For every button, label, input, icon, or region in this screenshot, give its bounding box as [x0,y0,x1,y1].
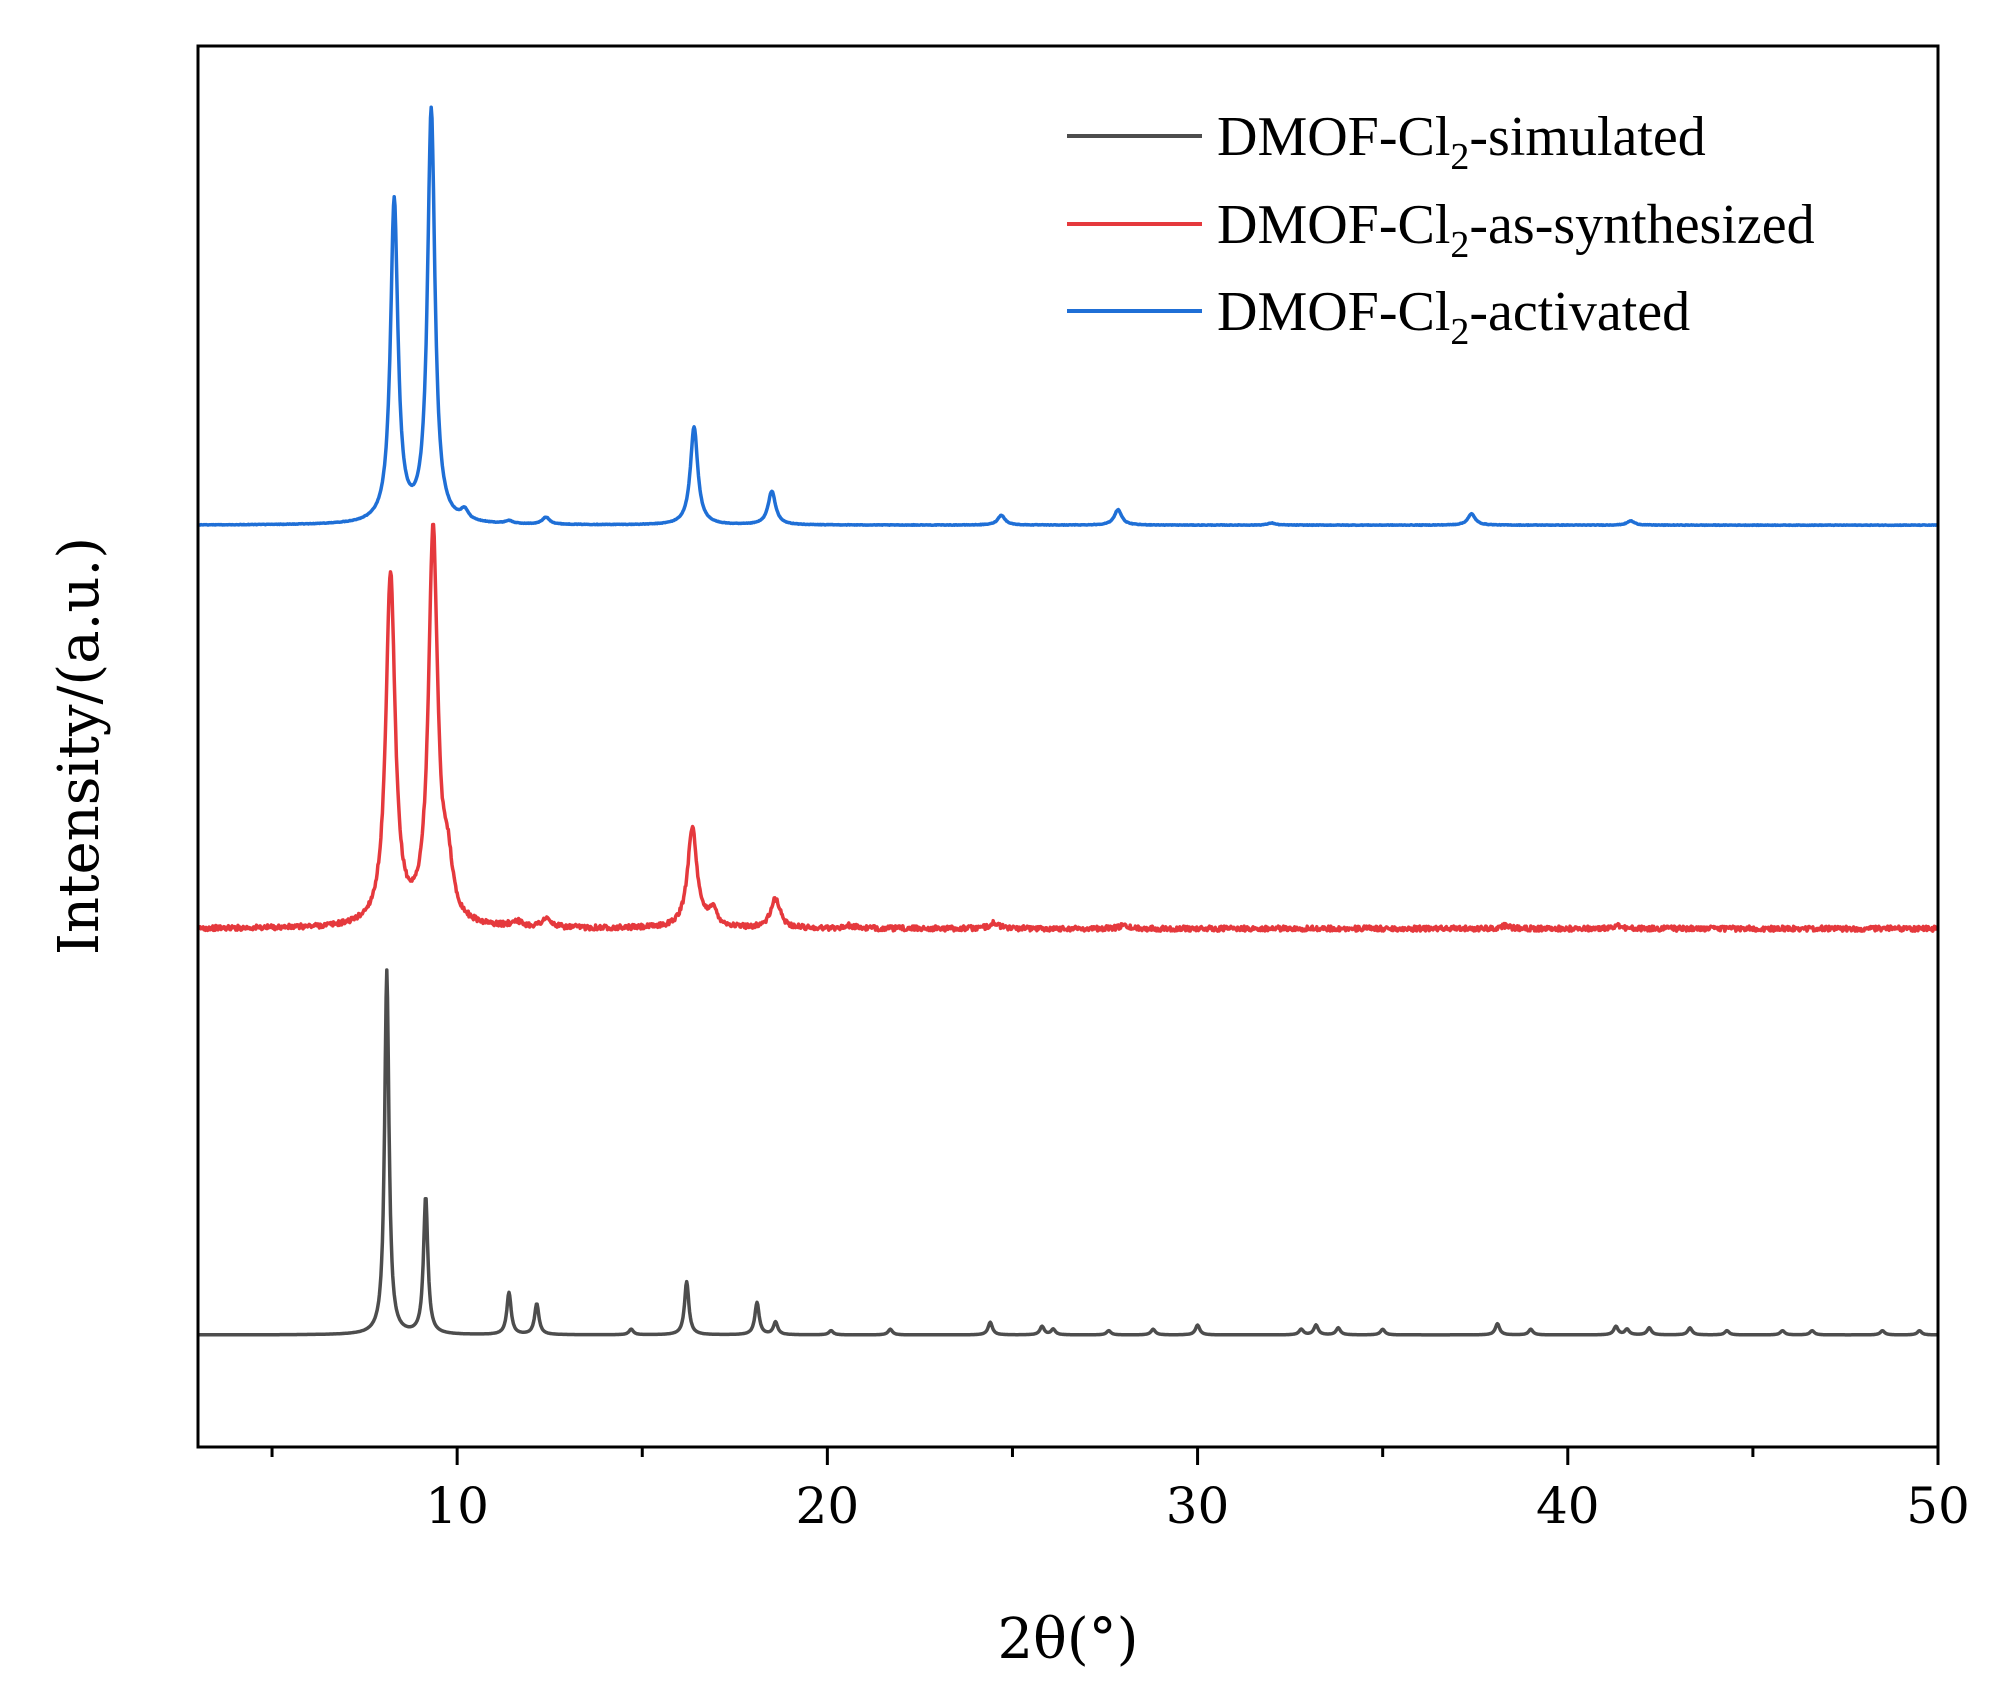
legend-label-1: DMOF-Cl2-simulated [1217,106,1706,178]
plot-lines [196,105,1940,1337]
x-tick-label: 50 [1906,1477,1970,1535]
x-tick-label: 10 [425,1477,489,1535]
legend: DMOF-Cl2-simulated DMOF-Cl2-as-synthesize… [1067,106,1815,353]
series-line-2 [196,522,1940,933]
series-line-3 [196,105,1940,528]
y-axis-title: Intensity/(a.u.) [47,537,112,955]
x-tick-label: 20 [796,1477,860,1535]
series-line-1 [196,968,1940,1337]
x-tick-label: 30 [1166,1477,1230,1535]
x-tick-label: 40 [1536,1477,1600,1535]
x-axis-title: 2θ(°) [997,1607,1138,1672]
x-axis-ticks: 10 20 30 40 50 [270,1447,1970,1535]
legend-label-2: DMOF-Cl2-as-synthesized [1217,194,1815,266]
plot-frame [196,44,1940,1449]
legend-label-3: DMOF-Cl2-activated [1217,281,1690,353]
